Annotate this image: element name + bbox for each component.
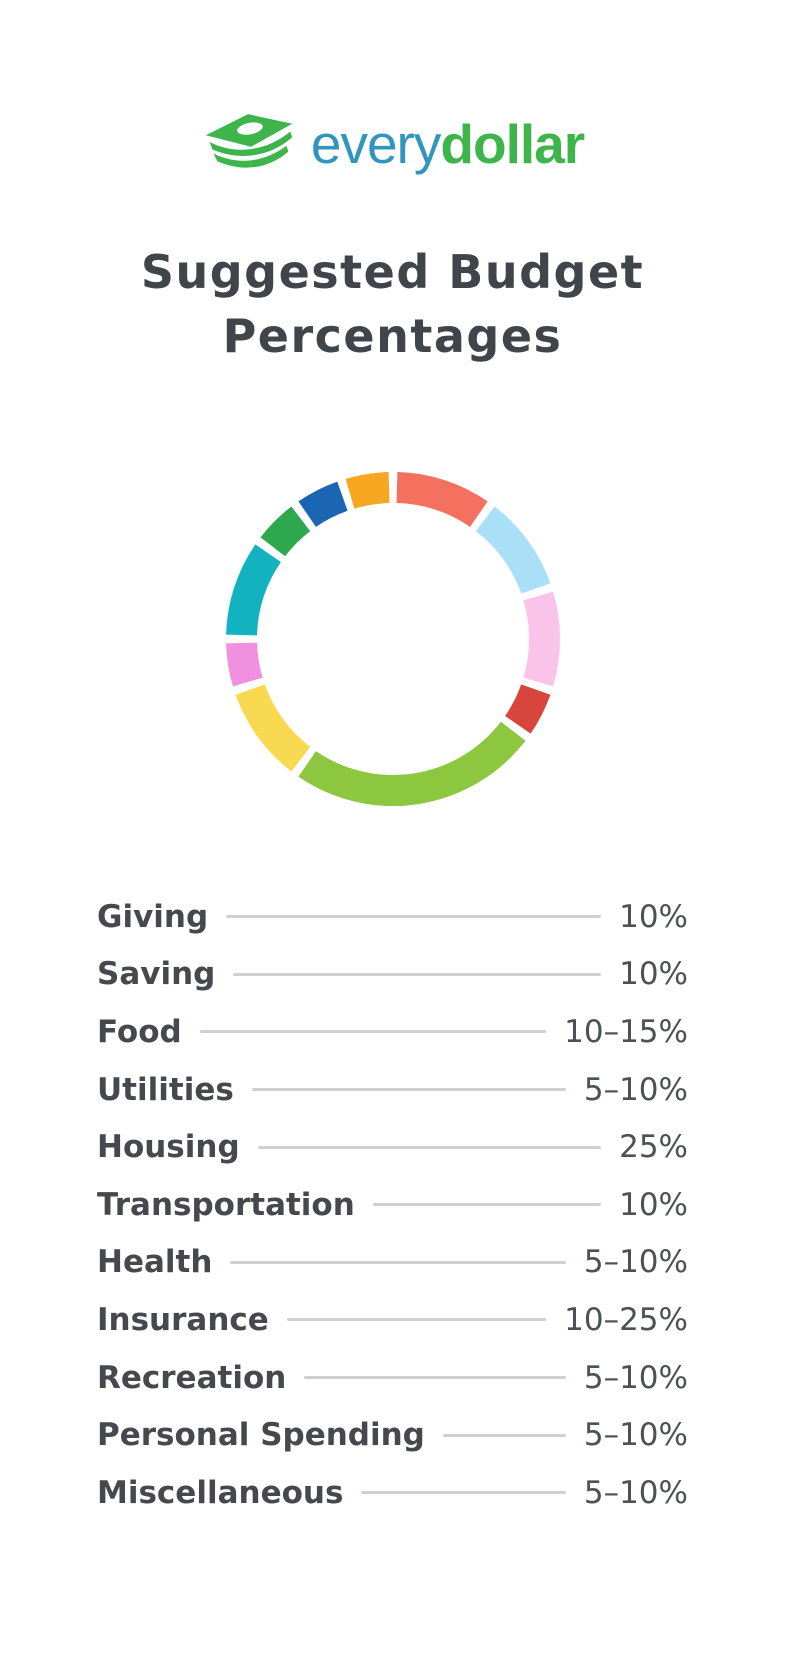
donut-segment-personal-spending (298, 481, 349, 528)
list-item-personal-spending: Personal Spending 5–10% (97, 1406, 688, 1464)
budget-donut-chart (226, 472, 560, 806)
page-title-line2: Percentages (222, 309, 563, 363)
list-item-miscellaneous: Miscellaneous 5–10% (97, 1464, 688, 1522)
percent-value: 5–10% (583, 1474, 688, 1511)
list-item-saving: Saving 10% (97, 946, 688, 1004)
percent-value: 5–10% (583, 1417, 688, 1454)
percent-value: 10% (619, 956, 688, 993)
leader-line (372, 1203, 602, 1207)
leader-line (233, 972, 602, 976)
donut-segment-miscellaneous (345, 472, 390, 509)
leader-line (230, 1260, 566, 1264)
leader-line (286, 1318, 547, 1322)
category-label: Housing (97, 1129, 240, 1166)
category-label: Miscellaneous (97, 1474, 344, 1511)
leader-line (257, 1145, 602, 1149)
leader-line (199, 1030, 547, 1034)
category-label: Health (97, 1244, 213, 1281)
list-item-utilities: Utilities 5–10% (97, 1061, 688, 1119)
list-item-housing: Housing 25% (97, 1118, 688, 1176)
leader-line (361, 1491, 566, 1495)
donut-segment-transportation (235, 684, 311, 772)
donut-segment-utilities (504, 683, 551, 734)
percent-value: 25% (619, 1129, 688, 1166)
donut-segment-giving (396, 472, 488, 528)
donut-segment-insurance (226, 544, 282, 636)
leader-line (442, 1433, 566, 1437)
list-item-giving: Giving 10% (97, 888, 688, 946)
leader-line (251, 1088, 566, 1092)
brand-every: every (310, 112, 441, 175)
list-item-insurance: Insurance 10–25% (97, 1291, 688, 1349)
percent-value: 10% (619, 898, 688, 935)
donut-segment-housing (298, 721, 526, 806)
category-label: Utilities (97, 1071, 234, 1108)
percent-value: 10–25% (564, 1301, 688, 1338)
donut-segment-food (523, 591, 560, 687)
brand-dollar: dollar (440, 112, 585, 175)
list-item-transportation: Transportation 10% (97, 1176, 688, 1234)
percent-value: 5–10% (583, 1071, 688, 1108)
percent-value: 10% (619, 1186, 688, 1223)
list-item-food: Food 10–15% (97, 1003, 688, 1061)
list-item-health: Health 5–10% (97, 1234, 688, 1292)
category-label: Food (97, 1013, 182, 1050)
donut-segment-recreation (260, 506, 311, 557)
page-title: Suggested Budget Percentages (0, 240, 785, 368)
everydollar-logo: everydollar (0, 104, 785, 180)
donut-segment-saving (475, 506, 551, 594)
money-stack-icon (205, 114, 293, 168)
donut-segment-health (226, 642, 263, 687)
category-label: Personal Spending (97, 1417, 425, 1454)
category-label: Saving (97, 956, 216, 993)
percent-value: 5–10% (583, 1359, 688, 1396)
leader-line (304, 1376, 566, 1380)
page-title-line1: Suggested Budget (140, 245, 645, 299)
list-item-recreation: Recreation 5–10% (97, 1349, 688, 1407)
percent-value: 5–10% (583, 1244, 688, 1281)
category-label: Transportation (97, 1186, 355, 1223)
category-label: Recreation (97, 1359, 287, 1396)
percent-value: 10–15% (564, 1013, 688, 1050)
category-label: Insurance (97, 1301, 269, 1338)
leader-line (226, 915, 602, 919)
budget-list: Giving 10% Saving 10% Food 10–15% Utilities 5–1… (97, 888, 688, 1522)
brand-wordmark: everydollar (310, 112, 585, 175)
category-label: Giving (97, 898, 209, 935)
